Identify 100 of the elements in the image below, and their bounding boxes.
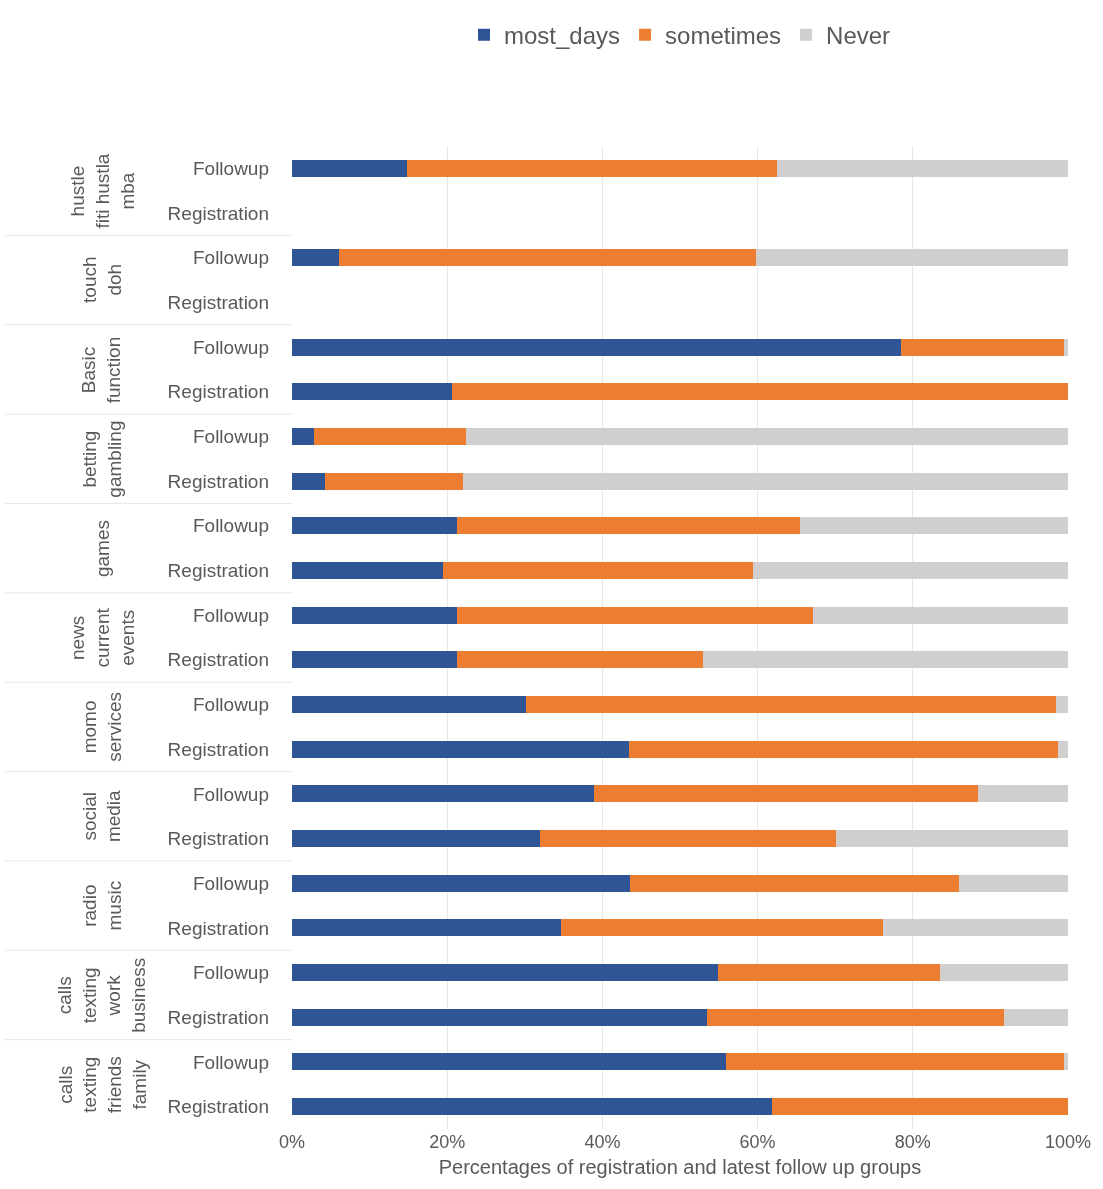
x-tick-label: 60% [739,1132,776,1152]
bar [338,249,757,267]
bar [462,472,1068,490]
bar [813,606,1068,624]
legend-label: most_days [504,21,621,49]
y-tick-label: Registration [167,917,269,939]
bar [457,606,814,624]
bar [901,338,1065,356]
y-tick-label: Followup [192,1051,269,1073]
bar [292,874,631,892]
text: touch doh [78,256,125,303]
bar [292,919,562,937]
y-tick-label: Followup [192,872,269,894]
y-tick-label: Followup [192,515,269,537]
bar [977,785,1068,803]
bar [1004,1008,1068,1026]
y-tick-label: Registration [167,649,269,671]
x-tick-label: 40% [584,1132,621,1152]
bar [799,517,1068,535]
bar [835,830,1068,848]
y-tick-label: Registration [167,470,269,492]
legend-label: sometimes [665,21,782,49]
bar [292,830,540,848]
bar [465,427,1068,445]
text: calls texting friends family [54,1056,150,1114]
bar [292,472,325,490]
bar [939,964,1068,982]
bar [292,696,527,714]
text: momo services [79,692,125,762]
y-tick-label: Registration [167,560,269,582]
bar [292,249,339,267]
y-tick-label: Registration [167,738,269,760]
y-tick-label: Registration [167,292,269,314]
bar [959,874,1068,892]
bar [1064,1053,1068,1071]
bar [703,651,1068,669]
bar [406,159,777,177]
bar [292,964,719,982]
bar [718,964,940,982]
bar [883,919,1068,937]
y-tick-label: Followup [192,962,269,984]
bar [292,1098,772,1116]
bar [707,1008,1005,1026]
text: games [91,519,113,578]
bar [777,159,1068,177]
bar [292,338,902,356]
y-tick-label: Followup [192,604,269,626]
text: calls texting work business [53,957,150,1033]
y-tick-label: Registration [167,202,269,224]
text: social media [78,789,125,843]
text: betting gambling [79,420,125,498]
bar [292,606,458,624]
text: hustle fiti hustla mba [67,153,138,229]
bar [457,517,800,535]
legend-label: Never [826,21,891,49]
bar [292,427,314,445]
bar [1056,696,1068,714]
bar [752,561,1068,579]
y-tick-label: Registration [167,381,269,403]
x-tick-label: 80% [894,1132,931,1152]
bar [292,561,444,579]
text: Basic function [78,336,125,404]
bar [756,249,1068,267]
y-tick-label: Registration [167,1096,269,1118]
x-tick-label: 0% [278,1132,306,1152]
text: news current events [67,607,138,668]
bar [526,696,1057,714]
y-tick-label: Registration [167,828,269,850]
bar [292,159,407,177]
bar [292,517,458,535]
y-tick-label: Followup [192,426,269,448]
bar [443,561,753,579]
bar [1064,338,1068,356]
y-tick-label: Followup [192,247,269,269]
bar [725,1053,1065,1071]
y-tick-label: Registration [167,1006,269,1028]
bar [628,740,1058,758]
y-tick-label: Followup [192,336,269,358]
bar [457,651,704,669]
bar [292,651,458,669]
bar [292,1053,726,1071]
y-tick-label: Followup [192,157,269,179]
bar [1057,740,1068,758]
x-axis-title: Percentages of registration and latest follow up groups [438,1155,922,1178]
bar [630,874,960,892]
bar [324,472,463,490]
y-tick-label: Followup [192,783,269,805]
bar [292,1008,708,1026]
bar [539,830,836,848]
bar [292,740,629,758]
bar [593,785,978,803]
bar [451,383,1068,401]
y-tick-label: Followup [192,694,269,716]
x-tick-label: 100% [1044,1132,1092,1152]
text: radio music [79,880,125,931]
bar [561,919,884,937]
bar [292,383,452,401]
bar [292,785,594,803]
bar [313,427,466,445]
bar [771,1098,1068,1116]
